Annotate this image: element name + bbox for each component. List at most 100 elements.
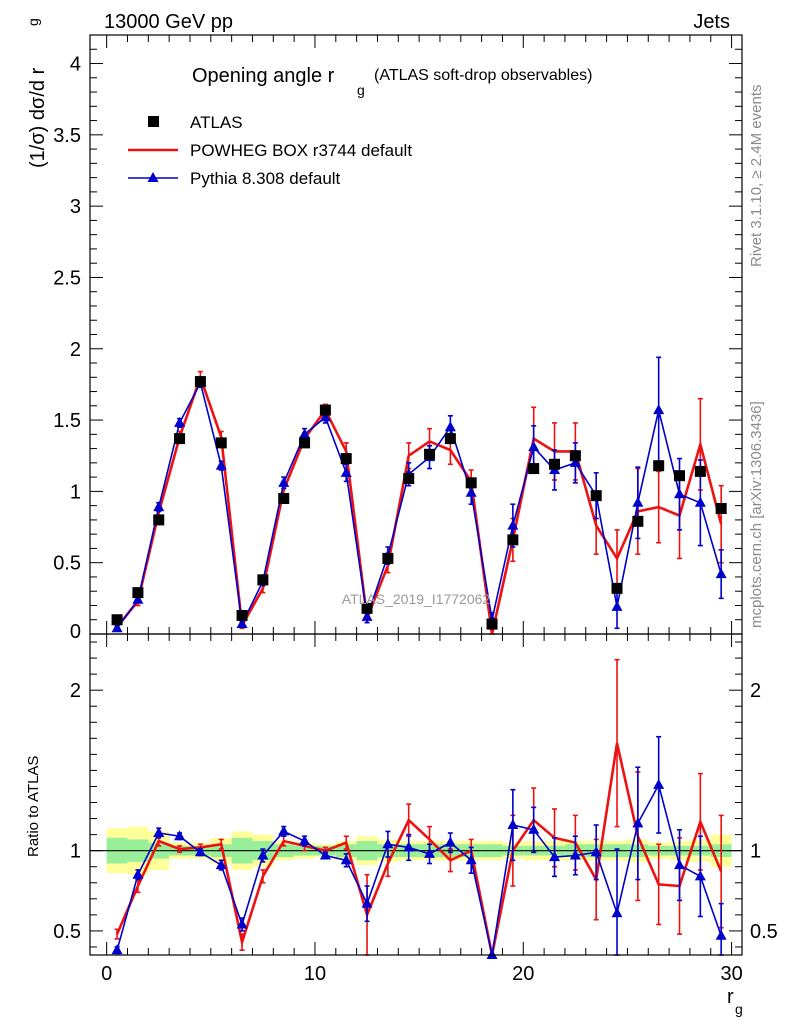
pythia-ratio-marker xyxy=(111,944,123,955)
pythia-ratio-marker xyxy=(257,849,269,860)
atlas-data-point xyxy=(236,609,248,621)
legend-label: Pythia 8.308 default xyxy=(190,169,341,188)
pythia-ratio-marker xyxy=(528,823,540,834)
header-right: Jets xyxy=(693,11,730,33)
y-axis-label-top-main: (1/σ) dσ/d r xyxy=(27,67,49,168)
main-plot-frame xyxy=(89,34,743,635)
y-tick-label-top: 3 xyxy=(70,196,81,218)
atlas-data-point xyxy=(340,453,352,465)
y-axis-label-ratio: Ratio to ATLAS xyxy=(25,756,42,857)
atlas-data-point xyxy=(153,514,165,526)
pythia-marker xyxy=(715,568,727,579)
pythia-marker xyxy=(569,456,581,467)
pythia-ratio-marker xyxy=(715,929,727,940)
atlas-data-point xyxy=(403,473,415,485)
legend-atlas-marker xyxy=(148,116,159,127)
axis-ticks: 0 10 20 30 0 0.5 1 1.5 2 2.5 3 3.5 4 0.5 0.5 1 1 2 2 xyxy=(53,34,778,985)
pythia-ratio-marker xyxy=(653,778,665,789)
x-axis-label: r g xyxy=(727,986,743,1017)
y-tick-label-ratio-right: 2 xyxy=(750,680,761,702)
pythia-ratio-marker xyxy=(694,870,706,881)
atlas-data-point xyxy=(278,493,290,505)
pythia-marker xyxy=(611,600,623,611)
atlas-data-point xyxy=(444,433,456,445)
pythia-marker xyxy=(444,421,456,432)
powheg-ratio-line xyxy=(115,742,723,956)
y-tick-label-ratio: 2 xyxy=(70,680,81,702)
atlas-data-point xyxy=(382,552,394,564)
pythia-ratio-marker xyxy=(569,849,581,860)
pythia-ratio-line xyxy=(116,782,722,956)
y-tick-label-top: 1 xyxy=(70,481,81,503)
y-tick-label-ratio: 0.5 xyxy=(53,921,81,943)
y-tick-label-top: 1.5 xyxy=(53,410,81,432)
atlas-data-point xyxy=(465,477,477,489)
x-tick-label: 20 xyxy=(512,963,534,985)
chart-title-extra: (ATLAS soft-drop observables) xyxy=(374,67,592,84)
y-tick-label-top: 0.5 xyxy=(53,553,81,575)
x-tick-label: 30 xyxy=(720,963,742,985)
plot-frames xyxy=(89,34,743,956)
pythia-marker xyxy=(132,593,144,604)
side-label-bottom: mcplots.cern.ch [arXiv:1306.3436] xyxy=(748,401,765,628)
x-tick-label: 10 xyxy=(304,963,326,985)
pythia-marker xyxy=(236,618,248,629)
pythia-marker xyxy=(299,428,311,439)
pythia-ratio-marker xyxy=(361,897,373,908)
pythia-marker xyxy=(153,501,165,512)
atlas-data-point xyxy=(694,465,706,477)
x-axis-label-main: r xyxy=(727,986,734,1008)
pythia-marker xyxy=(653,404,665,415)
atlas-data-point xyxy=(361,602,373,614)
y-tick-label-top: 4 xyxy=(70,54,81,76)
watermark: ATLAS_2019_I1772062 xyxy=(342,591,491,607)
atlas-data-point xyxy=(507,534,519,546)
pythia-marker xyxy=(215,459,227,470)
main-plot-series xyxy=(111,356,727,635)
pythia-ratio-marker xyxy=(424,847,436,858)
pythia-ratio-marker xyxy=(507,818,519,829)
y-tick-label-top: 0 xyxy=(70,621,81,643)
pythia-marker xyxy=(632,496,644,507)
pythia-ratio-marker xyxy=(632,817,644,828)
pythia-ratio-marker xyxy=(340,854,352,865)
pythia-marker xyxy=(674,488,686,499)
atlas-data-point xyxy=(257,574,269,586)
pythia-ratio-marker xyxy=(299,835,311,846)
atlas-data-point xyxy=(632,515,644,527)
atlas-data-point xyxy=(132,587,144,599)
pythia-ratio-marker xyxy=(215,859,227,870)
pythia-ratio-marker xyxy=(590,846,602,857)
y-tick-label-ratio-right: 0.5 xyxy=(750,921,778,943)
pythia-ratio-marker xyxy=(153,827,165,838)
y-tick-label-ratio-right: 1 xyxy=(750,841,761,863)
pythia-ratio-marker xyxy=(611,907,623,918)
chart-title-subscript: g xyxy=(357,82,365,98)
atlas-data-point xyxy=(569,450,581,462)
pythia-marker xyxy=(319,411,331,422)
pythia-marker xyxy=(528,441,540,452)
atlas-data-point xyxy=(653,460,665,472)
x-axis-label-subscript: g xyxy=(735,1001,743,1017)
atlas-data-point xyxy=(215,437,227,449)
pythia-marker xyxy=(278,476,290,487)
pythia-ratio-marker xyxy=(549,851,561,862)
pythia-marker xyxy=(361,610,373,621)
pythia-ratio-marker xyxy=(486,949,498,959)
pythia-marker xyxy=(174,416,186,427)
atlas-data-point xyxy=(590,490,602,502)
atlas-data-point xyxy=(174,433,186,445)
atlas-data-point xyxy=(194,376,206,388)
x-tick-label: 0 xyxy=(101,963,112,985)
atlas-data-point xyxy=(299,437,311,449)
pythia-marker xyxy=(694,496,706,507)
header-left: 13000 GeV pp xyxy=(104,11,233,33)
ratio-plot-series xyxy=(111,658,727,959)
legend-label: POWHEG BOX r3744 default xyxy=(190,141,412,160)
y-axis-label-top-subscript: g xyxy=(25,18,41,26)
atlas-data-point xyxy=(111,614,123,626)
pythia-ratio-marker xyxy=(236,918,248,929)
chart-title-main: Opening angle r xyxy=(192,65,335,87)
y-axis-label-top: (1/σ) dσ/d r g xyxy=(25,18,49,168)
